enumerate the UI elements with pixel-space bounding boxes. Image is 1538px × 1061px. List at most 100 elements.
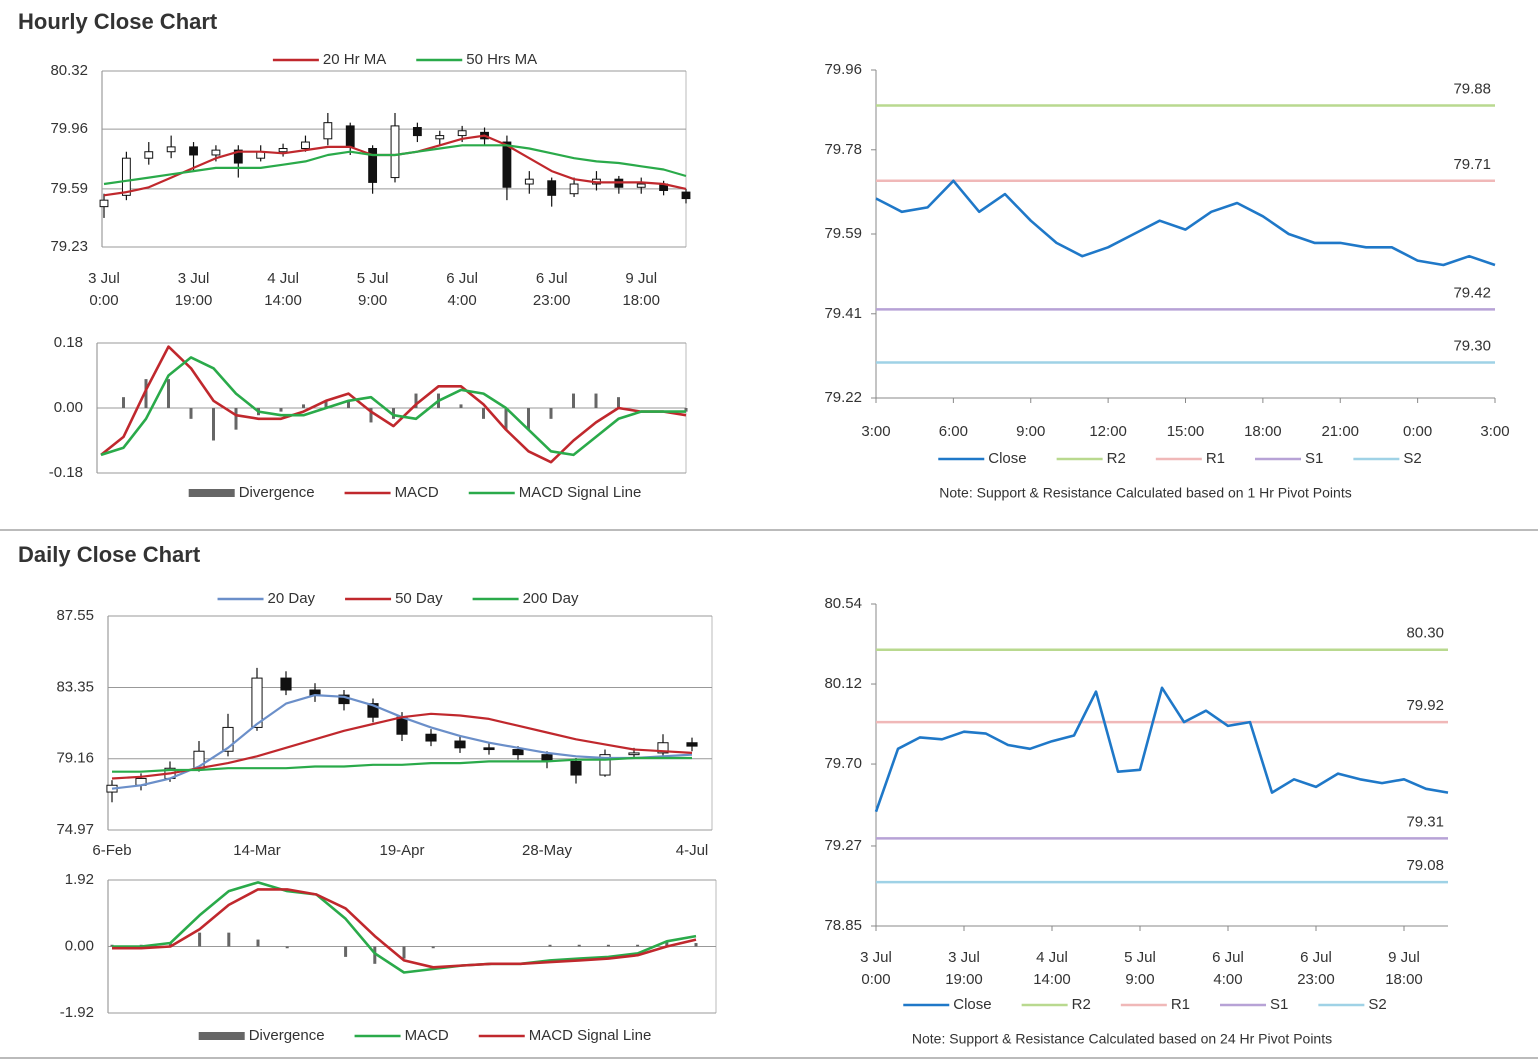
x-tick-label: 5 Jul (357, 270, 389, 287)
y-tick-label: 74.97 (56, 821, 94, 838)
candle-body (222, 726, 234, 752)
divergence-bar (617, 397, 620, 408)
series-line (111, 712, 693, 780)
pivot-label: 79.88 (1453, 80, 1491, 97)
divergence-bar (414, 393, 418, 408)
x-tick-label: 9 Jul (625, 270, 657, 287)
divergence-bar (369, 408, 373, 423)
divergence-bar (527, 408, 530, 430)
x-tick-label: 21:00 (1321, 423, 1359, 440)
divergence-bar (402, 946, 406, 959)
x-tick-label: 3:00 (861, 423, 890, 440)
divergence-bar (279, 408, 283, 412)
candle-body (390, 125, 400, 179)
candle-body (599, 754, 611, 776)
legend-label: Divergence (249, 1027, 325, 1044)
y-tick-label: 78.85 (824, 917, 862, 934)
series-line (100, 356, 686, 457)
legend-swatch (188, 489, 235, 497)
candle-body (189, 146, 198, 156)
candle-body (457, 130, 467, 137)
candle-body (233, 149, 243, 164)
legend-label: 20 Day (268, 590, 316, 607)
legend-label: MACD (395, 484, 439, 501)
x-tick-label: 4 Jul (1036, 949, 1068, 966)
candle-body (681, 191, 691, 200)
x-tick-label: 4:00 (1213, 971, 1242, 988)
x-tick-label: 6:00 (939, 423, 968, 440)
x-tick-label: 18:00 (622, 292, 660, 309)
series-line (112, 881, 697, 974)
candle-body (412, 127, 422, 137)
divergence-bar (577, 944, 581, 947)
candle-body (657, 742, 669, 754)
section-heading: Daily Close Chart (18, 542, 201, 567)
divergence-bar (302, 404, 305, 408)
divergence-bar (122, 397, 125, 408)
pivot-label: 79.31 (1406, 813, 1444, 830)
legend-label: S1 (1270, 996, 1288, 1013)
legend-label: 50 Day (395, 590, 443, 607)
legend-label: R1 (1171, 996, 1190, 1013)
legend-label: 200 Day (523, 590, 579, 607)
x-tick-label: 28-May (522, 842, 573, 859)
pivot-label: 79.92 (1406, 697, 1444, 714)
x-tick-label: 0:00 (861, 971, 890, 988)
candle-body (368, 148, 378, 183)
legend-label: S2 (1368, 996, 1386, 1013)
x-tick-label: 4 Jul (267, 270, 299, 287)
divergence-bar (167, 379, 170, 408)
candle-body (502, 141, 512, 188)
legend-label: S1 (1305, 450, 1323, 467)
candle-body (547, 180, 557, 196)
y-tick-label: 87.55 (56, 607, 94, 624)
divergence-bar (168, 943, 172, 947)
y-tick-label: 0.00 (65, 937, 94, 954)
x-tick-label: 9 Jul (1388, 949, 1420, 966)
candle-body (280, 677, 292, 691)
divergence-bar (189, 408, 193, 419)
candle-body (686, 742, 698, 747)
y-tick-label: 0.00 (54, 399, 83, 416)
divergence-bar (227, 932, 231, 947)
x-tick-label: 14-Mar (233, 842, 281, 859)
y-tick-label: 79.41 (824, 305, 862, 322)
legend-label: Close (953, 996, 991, 1013)
x-tick-label: 19:00 (175, 292, 213, 309)
x-tick-label: 4:00 (448, 292, 477, 309)
legend-label: Divergence (239, 484, 315, 501)
candle-body (512, 749, 524, 756)
pivot-label: 79.42 (1453, 284, 1491, 301)
candle-body (524, 178, 534, 185)
y-tick-label: 79.27 (824, 837, 862, 854)
legend-label: Close (988, 450, 1026, 467)
legend-label: R2 (1072, 996, 1091, 1013)
divergence-bar (549, 408, 553, 419)
candle-body (144, 151, 154, 159)
x-tick-label: 18:00 (1244, 423, 1282, 440)
y-tick-label: 79.59 (824, 225, 862, 242)
y-tick-label: 79.96 (824, 61, 862, 78)
candle-body (323, 122, 333, 140)
x-tick-label: 0:00 (1403, 423, 1432, 440)
y-tick-label: 79.78 (824, 141, 862, 158)
candle-body (569, 183, 579, 195)
x-tick-label: 6-Feb (92, 842, 131, 859)
divergence-bar (459, 404, 463, 408)
pivot-label: 79.08 (1406, 857, 1444, 874)
y-tick-label: 80.12 (824, 675, 862, 692)
y-tick-label: 80.54 (824, 595, 862, 612)
divergence-bar (234, 408, 238, 430)
y-tick-label: 79.96 (50, 120, 88, 137)
x-tick-label: 0:00 (89, 292, 118, 309)
y-tick-label: 83.35 (56, 678, 94, 695)
candle-body (483, 747, 495, 751)
divergence-bar (212, 408, 215, 441)
divergence-bar (684, 408, 688, 412)
candle-body (99, 199, 109, 208)
legend-label: S2 (1403, 450, 1421, 467)
y-tick-label: 80.32 (50, 62, 88, 79)
candle-body (628, 752, 640, 756)
divergence-bar (594, 393, 598, 408)
candle-body (425, 733, 437, 742)
